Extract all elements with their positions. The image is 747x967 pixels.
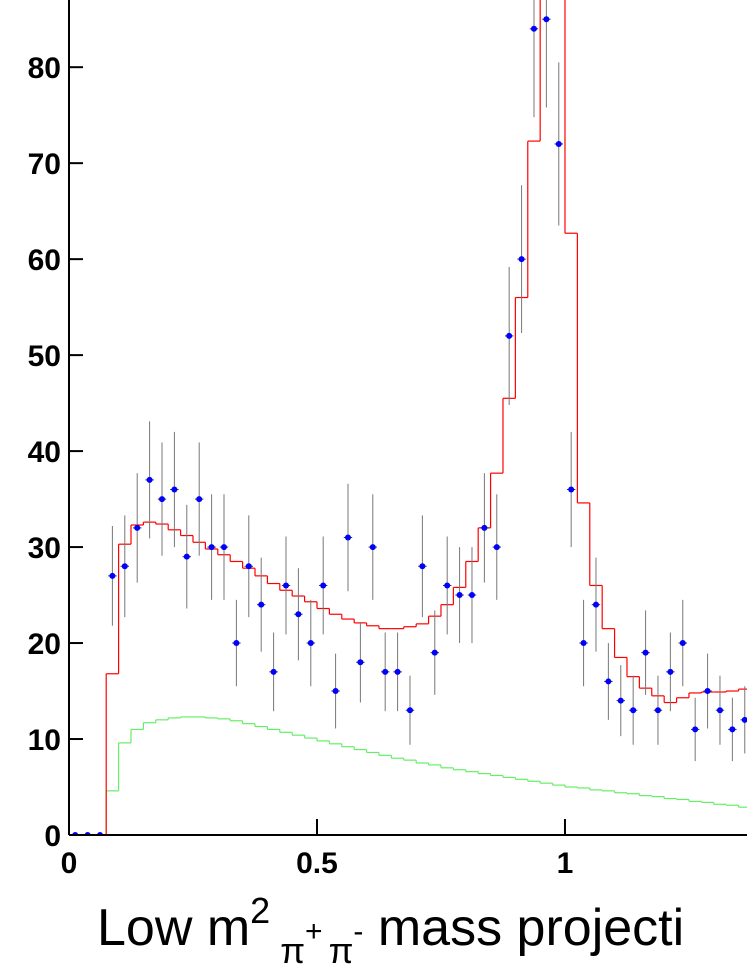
data-point [307,640,314,647]
data-point [295,611,302,618]
data-point [146,476,153,483]
data-point [642,649,649,656]
data-point [121,563,128,570]
y-tick-label: 70 [28,148,61,181]
data-point [394,668,401,675]
x-label-part: π [329,930,354,967]
x-tick-label: 0.5 [296,847,338,880]
data-point [444,582,451,589]
data-point [679,640,686,647]
y-tick-label: 40 [28,436,61,469]
data-point [654,707,661,714]
x-axis-label: Low m2π+ π- mass projecti [97,890,684,967]
data-point [220,544,227,551]
data-point [270,668,277,675]
data-point [605,678,612,685]
x-tick-label: 1 [557,847,574,880]
data-point [555,140,562,147]
data-point [493,544,500,551]
data-point [183,553,190,560]
y-tick-label: 30 [28,532,61,565]
data-point [692,726,699,733]
x-label-part: Low m [97,899,250,957]
plot-area [69,0,747,836]
y-tick-label: 0 [44,820,61,853]
data-point [568,486,575,493]
y-tick-label: 60 [28,244,61,277]
data-point [233,640,240,647]
data-point [530,25,537,32]
data-point [158,496,165,503]
data-point [258,601,265,608]
x-tick-label: 0 [61,847,78,880]
data-point [716,707,723,714]
data-point [245,563,252,570]
x-label-part: - [353,915,363,948]
data-point [357,659,364,666]
data-point [109,572,116,579]
y-tick-label: 10 [28,724,61,757]
data-point [592,601,599,608]
data-point [134,524,141,531]
x-label-part: mass projecti [363,899,684,957]
data-point [406,707,413,714]
data-point [196,496,203,503]
data-point [704,688,711,695]
data-point [617,697,624,704]
data-point [468,592,475,599]
data-point [667,668,674,675]
y-tick-label: 50 [28,340,61,373]
data-point [320,582,327,589]
data-point [344,534,351,541]
x-label-part: + [305,915,323,948]
x-label-part: 2 [250,890,270,931]
data-point [481,524,488,531]
data-point [369,544,376,551]
data-point [630,707,637,714]
data-point [580,640,587,647]
data-point [208,544,215,551]
x-label-part: π [280,930,305,967]
data-point [741,716,747,723]
data-point [729,726,736,733]
y-tick-label: 20 [28,628,61,661]
data-point [282,582,289,589]
data-point [382,668,389,675]
data-point [506,332,513,339]
data-point [171,486,178,493]
data-point [518,256,525,263]
y-tick-label: 80 [28,52,61,85]
data-point [332,688,339,695]
data-point [456,592,463,599]
data-point [543,16,550,23]
data-point [419,563,426,570]
data-point [431,649,438,656]
